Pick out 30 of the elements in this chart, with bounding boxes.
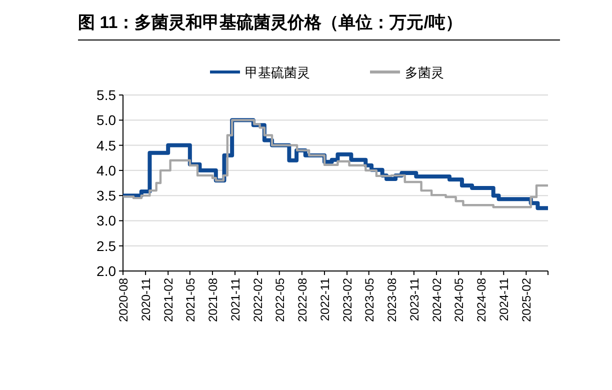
x-tick-label: 2020-08 [116,278,130,322]
x-tick-label: 2024-05 [452,278,466,322]
x-tick-label: 2021-02 [162,278,176,322]
x-tick-label: 2022-05 [272,278,287,322]
x-tick-label: 2021-05 [183,278,198,322]
x-tick-label: 2023-02 [340,278,355,322]
y-tick-label: 2.0 [96,263,116,279]
legend-label: 甲基硫菌灵 [245,65,310,80]
y-tick-label: 3.0 [96,212,116,229]
x-tick-label: 2022-08 [295,278,310,322]
y-tick-label: 5.5 [96,87,116,103]
x-tick-label: 2022-02 [251,278,266,322]
x-tick-label: 2024-08 [474,278,489,322]
x-tick-label: 2024-02 [430,278,444,322]
x-tick-label: 2022-11 [318,278,332,322]
y-tick-label: 5.0 [96,112,116,128]
x-tick-label: 2024-11 [497,278,512,322]
x-tick-label: 2023-11 [407,278,422,322]
y-tick-label: 3.5 [96,188,116,204]
y-tick-label: 4.0 [96,162,116,178]
x-tick-label: 2021-11 [228,278,243,322]
y-tick-label: 4.5 [96,137,116,154]
x-tick-label: 2023-05 [362,278,376,322]
y-tick-label: 2.5 [96,238,116,254]
x-tick-label: 2020-11 [139,278,154,322]
x-tick-label: 2021-08 [206,278,220,322]
chart-title: 图 11：多菌灵和甲基硫菌灵价格（单位：万元/吨） [78,13,462,32]
x-tick-label: 2025-02 [520,278,534,322]
x-tick-label: 2023-08 [384,278,399,322]
legend-label: 多菌灵 [405,65,444,80]
